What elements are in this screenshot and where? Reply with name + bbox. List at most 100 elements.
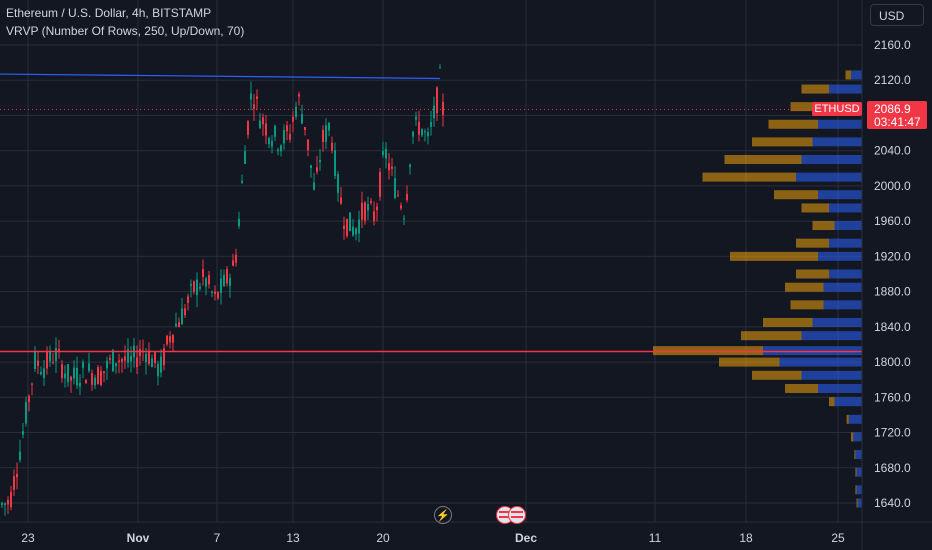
candle-body <box>127 349 129 363</box>
y-tick-label: 2000.0 <box>874 179 911 193</box>
candle-body <box>439 67 441 69</box>
profile-row-up <box>855 450 862 460</box>
indicator-label[interactable]: VRVP (Number Of Rows, 250, Up/Down, 70) <box>6 24 245 38</box>
candle-body <box>340 197 342 204</box>
candle-body <box>337 174 339 193</box>
candle-body <box>412 131 414 137</box>
candle-body <box>64 373 66 379</box>
profile-row-down <box>845 70 851 80</box>
candle-body <box>292 116 294 122</box>
x-tick-label: 20 <box>376 531 390 545</box>
profile-row-down <box>719 357 780 367</box>
candle-body <box>307 139 309 151</box>
candle-body <box>325 125 327 142</box>
candle-body <box>250 93 252 100</box>
last-price-value: 2086.9 <box>874 102 911 116</box>
candle-body <box>388 163 390 171</box>
profile-row-down <box>855 485 857 495</box>
candle-body <box>154 351 156 364</box>
candle-body <box>40 372 42 375</box>
candle-body <box>331 142 333 151</box>
x-tick-label: 23 <box>21 531 35 545</box>
currency-button[interactable]: USD <box>870 4 924 26</box>
candle-body <box>202 269 204 278</box>
candle-body <box>403 218 405 220</box>
candle-body <box>406 193 408 201</box>
candle-body <box>118 360 120 363</box>
profile-row-down <box>796 269 829 279</box>
candle-body <box>43 368 45 378</box>
candle-body <box>241 180 243 183</box>
candle-body <box>361 202 363 220</box>
candle-body <box>148 350 150 364</box>
candle-body <box>427 132 429 137</box>
profile-row-down <box>653 346 763 356</box>
y-tick-label: 1880.0 <box>874 285 911 299</box>
lightning-icon[interactable]: ⚡ <box>434 506 452 524</box>
candle-body <box>160 356 162 373</box>
candle-body <box>37 360 39 366</box>
us-flag-icon[interactable] <box>508 506 526 524</box>
candle-body <box>424 131 426 133</box>
candle-body <box>367 203 369 211</box>
candle-body <box>76 367 78 386</box>
profile-row-down <box>774 190 818 200</box>
candle-body <box>313 182 315 190</box>
candle-body <box>181 308 183 325</box>
candle-body <box>433 105 435 119</box>
candle-body <box>430 122 432 127</box>
candle-body <box>283 129 285 144</box>
profile-row-down <box>790 300 824 310</box>
candle-body <box>79 382 81 387</box>
profile-row-up <box>818 384 862 393</box>
candle-body <box>220 278 222 294</box>
candle-body <box>124 356 126 361</box>
x-tick-label: 25 <box>831 531 845 545</box>
candle-body <box>16 474 18 478</box>
candle-body <box>382 151 384 156</box>
candle-body <box>22 431 24 435</box>
y-tick-label: 2120.0 <box>874 73 911 87</box>
candle-body <box>208 275 210 285</box>
candle-body <box>130 355 132 362</box>
candle-body <box>259 120 261 129</box>
profile-row-up <box>853 432 862 442</box>
candle-body <box>310 165 312 169</box>
candle-body <box>187 296 189 303</box>
candle-body <box>13 476 15 490</box>
y-tick-label: 1640.0 <box>874 496 911 510</box>
y-tick-label: 1720.0 <box>874 426 911 440</box>
profile-row-down <box>785 384 818 393</box>
x-tick-label: Dec <box>515 531 537 545</box>
profile-row-up <box>796 172 862 182</box>
candle-body <box>211 292 213 294</box>
candle-body <box>106 360 108 369</box>
candle-body <box>145 353 147 363</box>
candle-body <box>10 491 12 508</box>
profile-row-up <box>812 317 862 327</box>
x-tick-label: 7 <box>214 531 221 545</box>
candle-body <box>280 145 282 152</box>
candle-body <box>28 396 30 402</box>
candle-body <box>301 114 303 124</box>
candle-body <box>232 260 234 266</box>
y-tick-label: 1840.0 <box>874 320 911 334</box>
profile-row-down <box>763 317 813 327</box>
x-tick-label: 18 <box>739 531 753 545</box>
profile-row-up <box>829 84 862 94</box>
profile-row-up <box>857 498 862 508</box>
candle-body <box>115 363 117 367</box>
candle-body <box>103 371 105 373</box>
candle-body <box>70 376 72 381</box>
candle-body <box>193 281 195 292</box>
candle-body <box>223 274 225 286</box>
candle-body <box>190 284 192 286</box>
candle-body <box>364 202 366 221</box>
candle-body <box>421 129 423 136</box>
candle-body <box>418 121 420 135</box>
candle-body <box>349 212 351 231</box>
candle-body <box>271 141 273 147</box>
candle-body <box>49 350 51 362</box>
